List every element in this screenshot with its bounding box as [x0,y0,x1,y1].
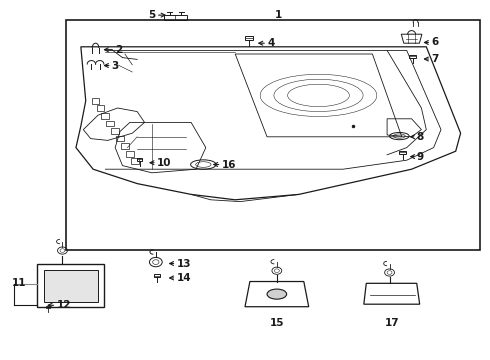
Text: 17: 17 [385,318,399,328]
Bar [116,136,124,141]
Bar [101,113,109,119]
Bar [154,274,160,277]
Bar [137,158,142,161]
Text: 11: 11 [12,278,27,288]
Bar [111,128,119,134]
Text: 12: 12 [56,300,71,310]
Text: 14: 14 [176,273,191,283]
Bar [399,151,406,154]
Text: 16: 16 [221,159,236,170]
Bar [106,121,114,126]
Bar [164,15,187,20]
Text: 13: 13 [176,258,191,269]
Bar [92,98,99,104]
Text: 10: 10 [157,158,172,168]
Text: 7: 7 [431,54,439,64]
Bar [44,270,98,302]
Bar [97,105,104,111]
Text: 8: 8 [416,132,424,142]
Bar [126,151,134,157]
Bar [37,264,104,307]
Text: 6: 6 [431,37,439,48]
Ellipse shape [267,289,287,299]
Bar [46,306,50,308]
Text: 4: 4 [267,38,274,48]
Bar [121,143,129,149]
Bar [66,20,480,250]
Bar [131,158,139,164]
Bar [409,55,416,58]
Text: 2: 2 [115,45,122,55]
Text: 3: 3 [112,60,119,71]
Text: 5: 5 [148,10,156,20]
Text: 9: 9 [416,152,424,162]
Bar [245,36,253,40]
Text: 15: 15 [270,318,284,328]
Text: 1: 1 [274,10,282,20]
